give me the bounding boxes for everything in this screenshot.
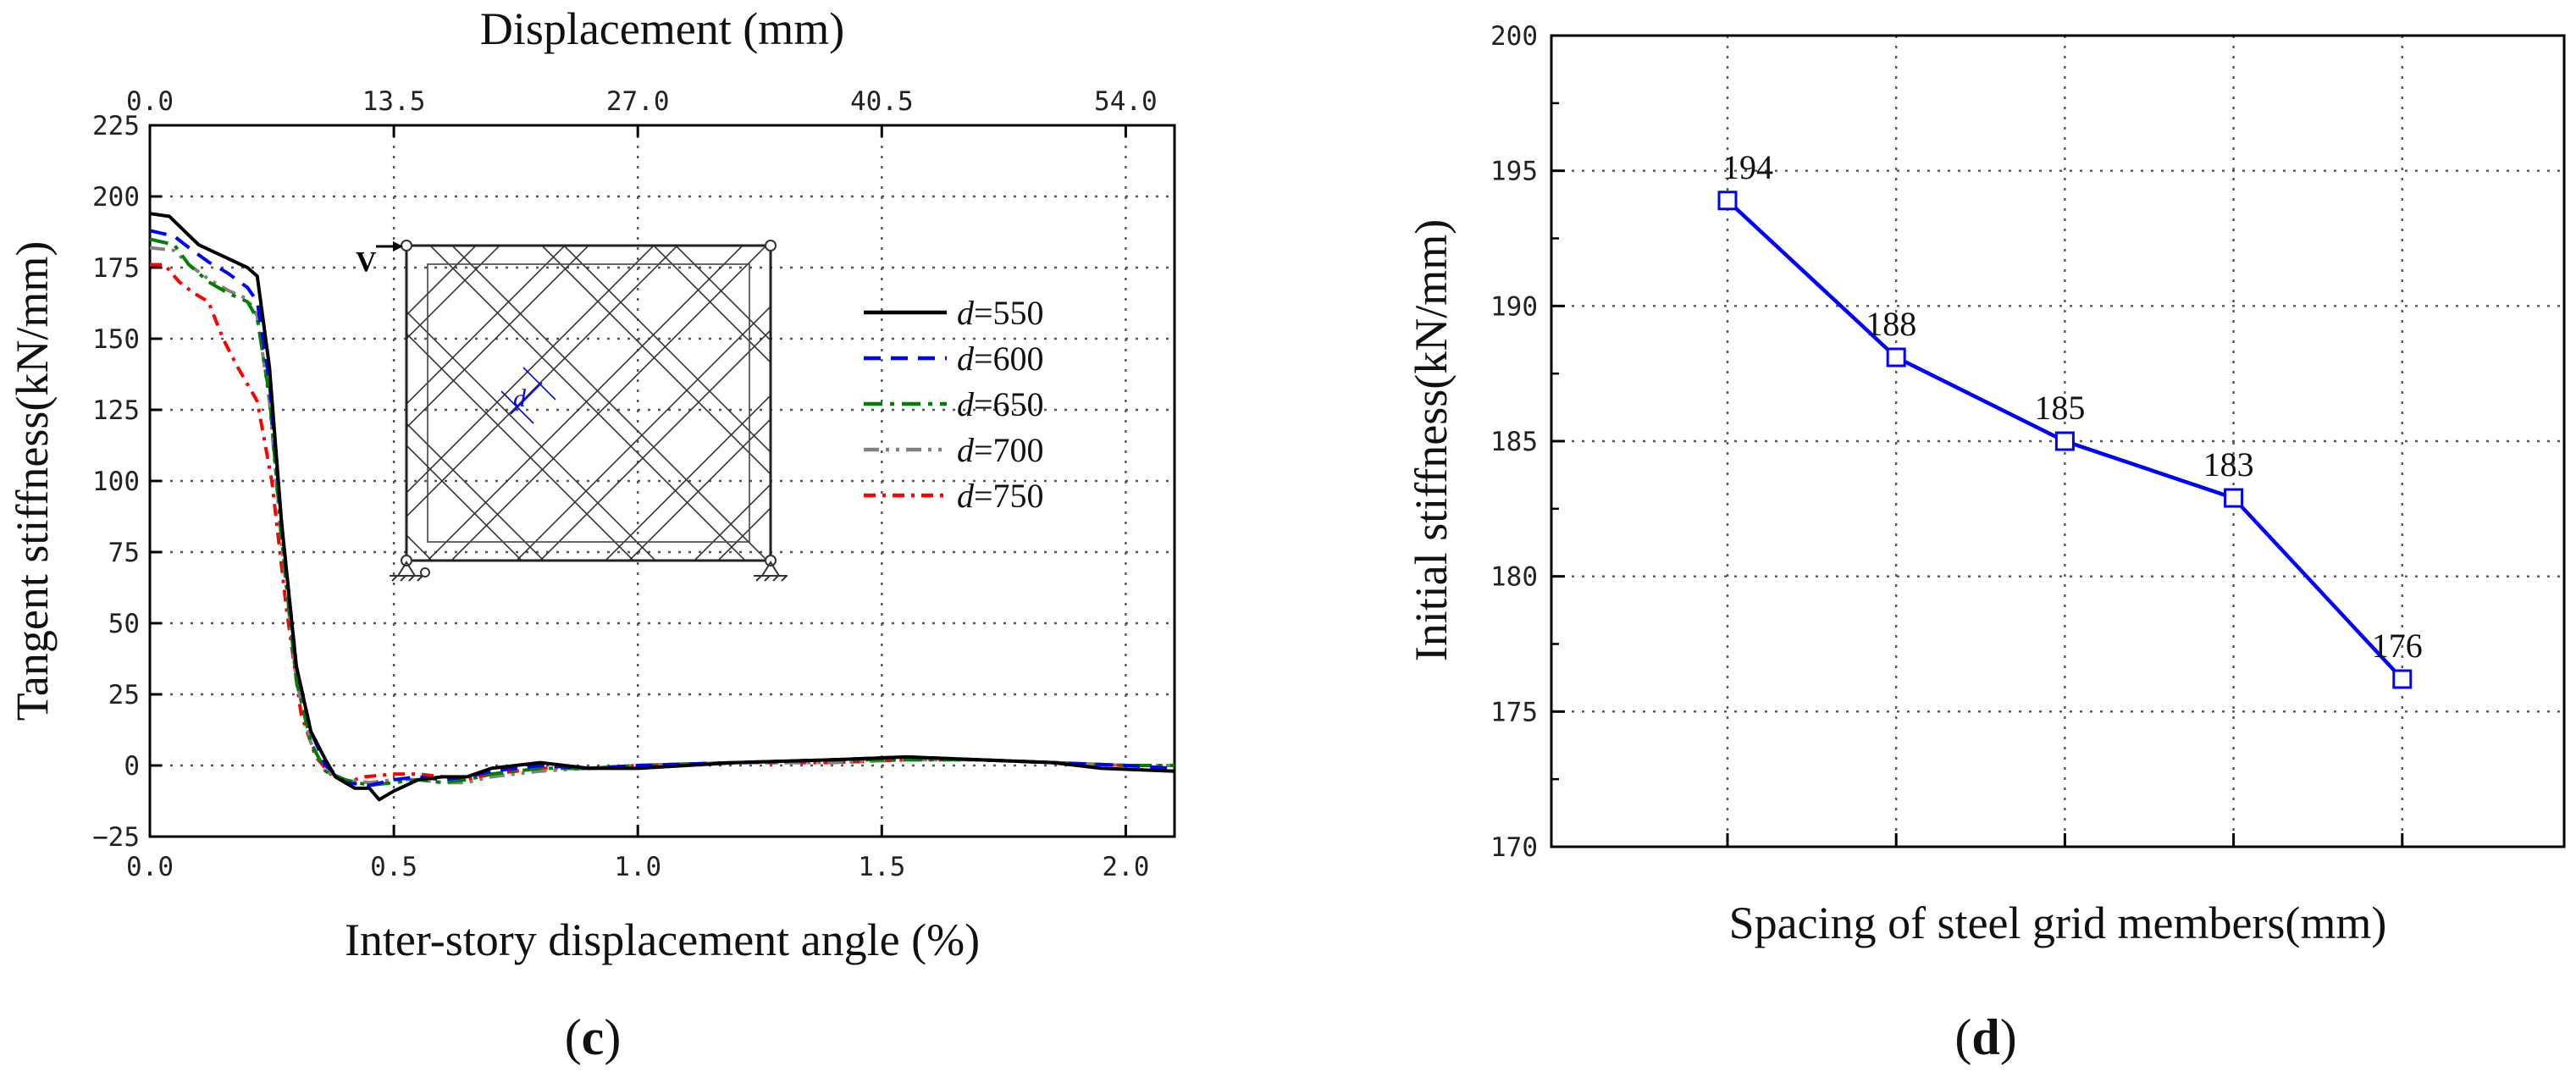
load-label: V xyxy=(356,246,377,278)
axis-ticks-d: 200 195 190 185 180 175 170 xyxy=(1490,21,2404,863)
axis-ticks-c: 0.0 0.5 1.0 1.5 2.0 0.0 13.5 27.0 40.5 54.0 225 200… xyxy=(92,86,1158,882)
series-group-c xyxy=(149,212,1175,802)
frame-inner xyxy=(427,263,750,543)
y-tick-label: 200 xyxy=(92,182,140,213)
legend-label: d=650 xyxy=(957,385,1044,423)
y-tick-label: 225 xyxy=(92,111,140,141)
data-label: 194 xyxy=(1722,148,1773,186)
panel-label-d: (d) xyxy=(1954,1009,2016,1065)
pin-support-right xyxy=(754,561,788,582)
wall-schematic-inset: V d xyxy=(356,240,788,582)
pin-support-left xyxy=(390,561,430,582)
series-group-d: 194 188 185 183 176 xyxy=(1717,148,2423,689)
x-tick-label: 1.5 xyxy=(858,852,905,882)
series-line-d550 xyxy=(149,212,1175,802)
data-label: 176 xyxy=(2372,627,2423,665)
x2-tick-label: 27.0 xyxy=(606,86,670,117)
y-tick-label: 150 xyxy=(92,324,140,355)
x-tick-label: 1.0 xyxy=(614,852,661,882)
y-tick-label: 200 xyxy=(1490,21,1538,52)
y-tick-label: 190 xyxy=(1490,291,1538,322)
y-axis-label: Initial stiffness(kN/mm) xyxy=(1406,219,1457,661)
x-tick-label: 2.0 xyxy=(1102,852,1149,882)
x-axis-label: Inter-story displacement angle (%) xyxy=(345,915,980,965)
data-point-marker xyxy=(2224,488,2244,508)
data-point-marker xyxy=(2392,669,2413,689)
legend-label: d=700 xyxy=(957,431,1044,469)
corner-node xyxy=(765,240,777,251)
data-label: 185 xyxy=(2034,389,2085,427)
y-tick-label: 75 xyxy=(108,538,140,568)
corner-node xyxy=(765,555,777,566)
y-tick-label: 125 xyxy=(92,395,140,426)
y-tick-label: 195 xyxy=(1490,157,1538,187)
y-tick-label: 25 xyxy=(108,680,140,710)
spacing-dimension xyxy=(500,367,556,424)
x-tick-label: 0.0 xyxy=(126,852,174,882)
y-axis-label: Tangent stiffness(kN/mm) xyxy=(7,241,58,721)
corner-node xyxy=(401,555,412,566)
legend-label: d=550 xyxy=(957,294,1044,332)
frame-outer xyxy=(405,244,772,562)
data-label: 188 xyxy=(1866,305,1916,343)
y-tick-label: 175 xyxy=(1490,697,1538,727)
y-tick-label: 175 xyxy=(92,253,140,284)
series-line-d750 xyxy=(150,262,1175,785)
diagonal-grid-members xyxy=(406,246,771,561)
gridlines-c xyxy=(150,125,1175,837)
data-label: 183 xyxy=(2203,445,2254,484)
spacing-label: d xyxy=(513,384,527,412)
data-point-marker xyxy=(1886,347,1906,367)
y-tick-label: 50 xyxy=(108,609,140,639)
load-arrow xyxy=(376,241,403,251)
x-tick-label: 0.5 xyxy=(370,852,417,882)
y-tick-label: 185 xyxy=(1490,427,1538,457)
y-tick-label: 180 xyxy=(1490,562,1538,593)
y-tick-label: 170 xyxy=(1490,832,1538,863)
x2-axis-label: Displacement (mm) xyxy=(480,3,844,54)
x-axis-label: Spacing of steel grid members(mm) xyxy=(1729,898,2387,948)
data-point-marker xyxy=(1717,191,1738,211)
panel-label-c: (c) xyxy=(565,1009,622,1065)
panel-d-chart: 200 195 190 185 180 175 170 194 188 185 183 176 Sp… xyxy=(1406,21,2566,948)
panel-c-chart: 0.0 0.5 1.0 1.5 2.0 0.0 13.5 27.0 40.5 54.0 225 200… xyxy=(7,3,1176,965)
x2-tick-label: 40.5 xyxy=(850,86,914,117)
legend-label: d=600 xyxy=(957,340,1044,378)
x2-tick-label: 54.0 xyxy=(1094,86,1158,117)
y-tick-label: 0 xyxy=(124,751,140,782)
y-tick-label: −25 xyxy=(92,822,140,853)
data-point-marker xyxy=(2054,431,2075,451)
y-tick-label: 100 xyxy=(92,467,140,497)
x2-tick-label: 13.5 xyxy=(362,86,426,117)
legend: d=550 d=600 d=650 d=700 d=750 xyxy=(864,294,1044,515)
x2-tick-label: 0.0 xyxy=(126,86,174,117)
legend-label: d=750 xyxy=(957,477,1044,515)
gridlines-d xyxy=(1551,36,2564,847)
corner-node xyxy=(401,240,412,251)
